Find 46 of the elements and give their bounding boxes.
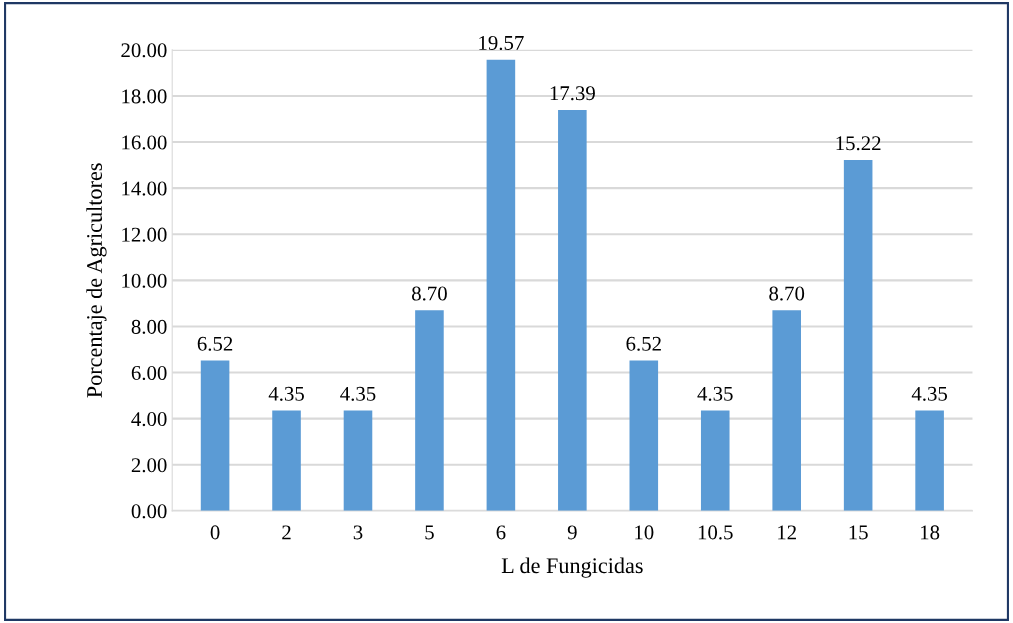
bar xyxy=(343,410,373,511)
bar xyxy=(915,410,944,511)
bar xyxy=(558,110,587,511)
y-tick-label: 8.00 xyxy=(131,319,167,334)
data-label: 6.52 xyxy=(197,336,233,351)
bar xyxy=(415,310,444,511)
x-tick-label: 10.5 xyxy=(698,525,733,540)
data-label: 8.70 xyxy=(412,286,447,301)
x-tick-label: 3 xyxy=(353,525,363,540)
x-tick-label: 12 xyxy=(778,525,796,540)
data-label: 8.70 xyxy=(769,286,805,301)
y-axis-title: Porcentaje de Agricultores xyxy=(86,163,107,398)
data-label: 4.35 xyxy=(697,386,733,401)
y-tick-label: 6.00 xyxy=(131,365,167,381)
y-tick-label: 2.00 xyxy=(131,458,167,473)
y-tick-label: 0.00 xyxy=(131,504,167,519)
bar xyxy=(843,160,873,511)
y-tick-label: 10.00 xyxy=(122,273,167,288)
data-label: 17.39 xyxy=(550,86,595,101)
y-tick-label: 20.00 xyxy=(121,43,167,58)
data-label: 4.35 xyxy=(268,386,304,401)
bar xyxy=(629,360,659,511)
y-tick-label: 16.00 xyxy=(122,135,167,150)
x-tick-label: 2 xyxy=(282,525,291,540)
x-axis-title: L de Fungicidas xyxy=(501,557,643,578)
bar xyxy=(200,360,230,511)
x-tick-label: 15 xyxy=(849,525,868,540)
data-label: 4.35 xyxy=(911,386,948,401)
x-tick-label: 5 xyxy=(425,525,434,540)
bar xyxy=(772,310,801,511)
y-tick-label: 14.00 xyxy=(122,181,167,196)
data-label: 4.35 xyxy=(340,386,376,401)
x-tick-label: 0 xyxy=(210,525,220,540)
bar xyxy=(272,410,301,511)
x-tick-label: 18 xyxy=(921,525,940,540)
x-tick-label: 9 xyxy=(567,525,577,540)
data-label: 19.57 xyxy=(479,35,524,51)
y-tick-label: 18.00 xyxy=(122,89,167,104)
y-tick-label: 4.00 xyxy=(131,412,167,427)
y-tick-label: 12.00 xyxy=(122,227,167,242)
x-tick-label: 10 xyxy=(635,525,654,540)
x-tick-label: 6 xyxy=(496,525,506,540)
data-label: 15.22 xyxy=(836,136,881,151)
bar xyxy=(700,410,730,511)
data-label: 6.52 xyxy=(626,336,661,351)
bar xyxy=(486,59,516,511)
